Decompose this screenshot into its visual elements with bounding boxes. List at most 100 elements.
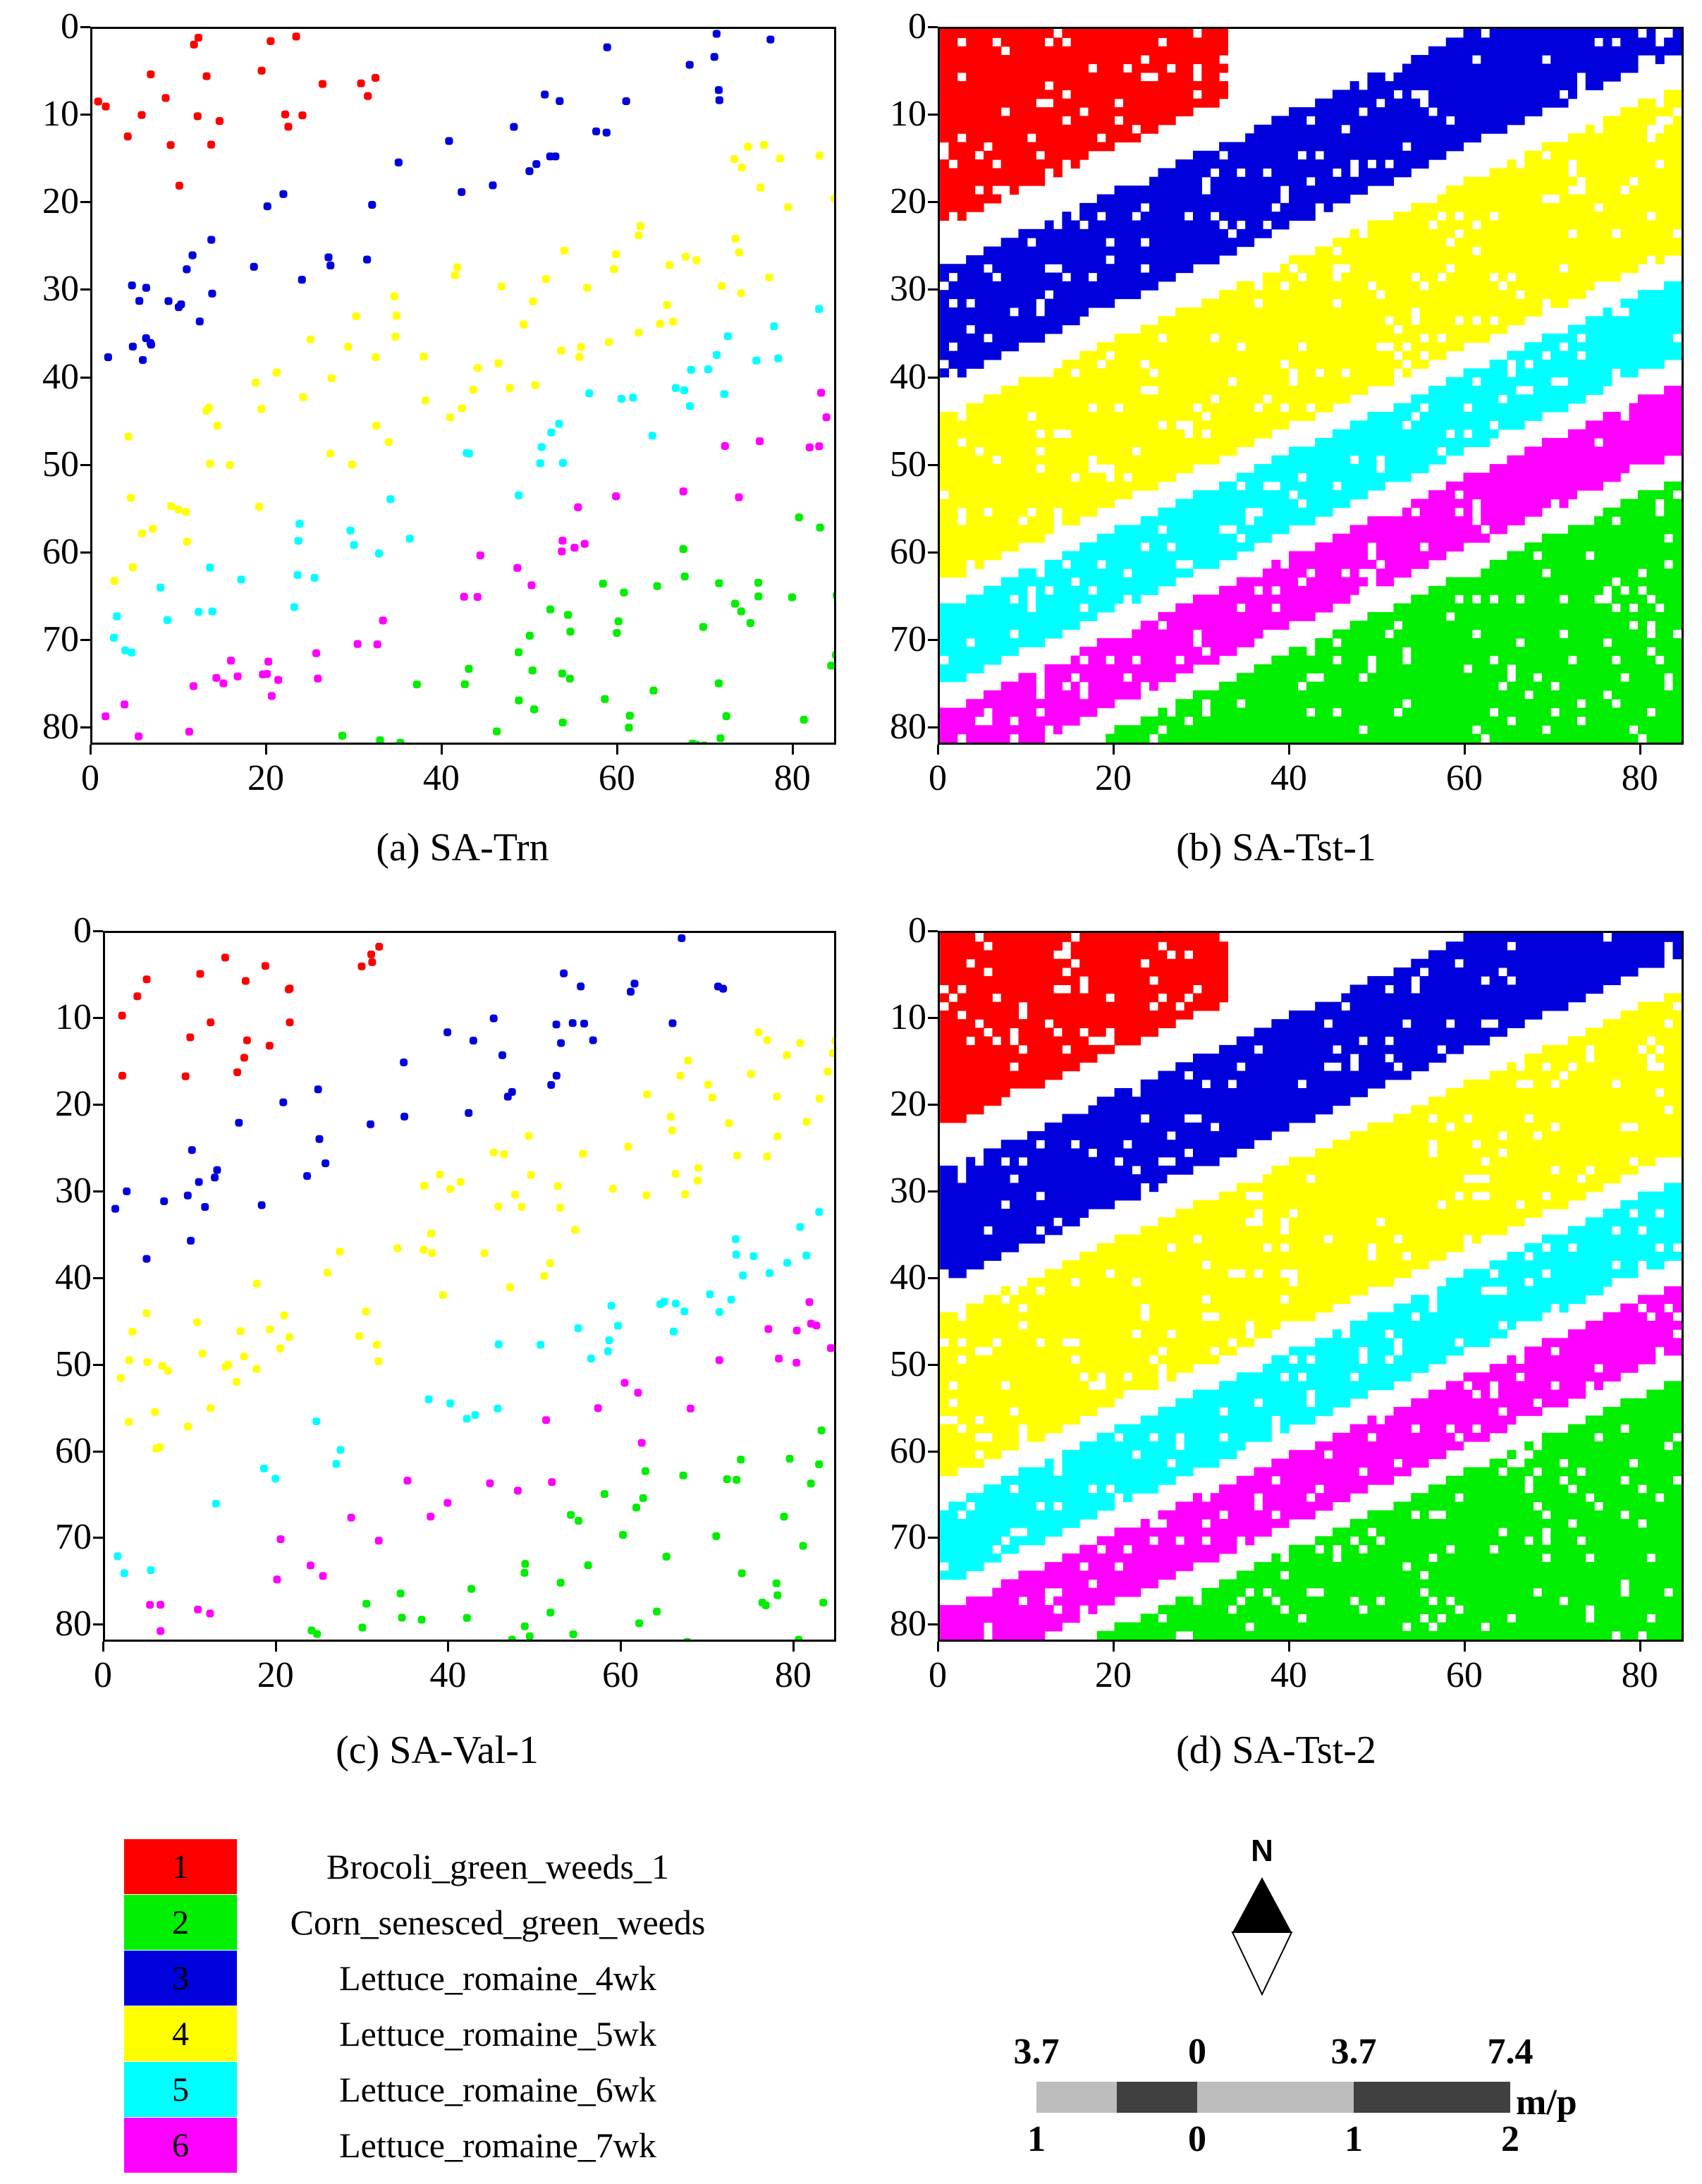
class-pixel-5 (1349, 446, 1359, 456)
class-pixel-4 (1315, 307, 1325, 317)
class-pixel-3 (1437, 98, 1447, 108)
class-pixel-5 (1192, 490, 1202, 500)
class-pixel-5 (1219, 490, 1228, 500)
class-pixel-4 (1044, 377, 1054, 386)
class-pixel-6 (1489, 481, 1499, 491)
class-pixel-3 (1489, 63, 1499, 73)
class-pixel-6 (1062, 664, 1072, 673)
class-pixel-3 (1036, 333, 1046, 343)
class-pixel-4 (1245, 360, 1255, 369)
class-pixel-2 (1646, 525, 1656, 535)
class-pixel-5 (1568, 368, 1577, 378)
class-pixel-4 (1149, 411, 1158, 421)
class-pixel-4 (1419, 324, 1429, 334)
class-pixel-6 (1489, 472, 1499, 482)
class-pixel-3 (1166, 212, 1176, 221)
class-pixel-3 (1655, 46, 1665, 56)
class-pixel-3 (1550, 46, 1560, 56)
class-pixel-1 (1149, 81, 1158, 90)
class-pixel-5 (1655, 307, 1665, 317)
class-pixel-3 (1515, 72, 1525, 82)
class-pixel-4 (1349, 272, 1359, 282)
class-pixel-3 (1289, 107, 1299, 116)
class-pixel-1 (966, 142, 976, 152)
class-pixel-6 (1306, 585, 1316, 595)
class-pixel-4 (1210, 342, 1220, 352)
class-pixel-3 (1359, 176, 1369, 186)
class-pixel-4 (1245, 438, 1255, 447)
class-pixel-3 (1201, 246, 1211, 256)
class-pixel-2 (1411, 647, 1421, 657)
class-pixel-5 (974, 655, 984, 665)
class-pixel-4 (1192, 350, 1202, 360)
class-pixel-3 (1515, 81, 1525, 90)
class-pixel-5 (1471, 420, 1481, 430)
class-pixel-3 (1070, 264, 1080, 274)
class-pixel-4 (1175, 368, 1185, 378)
class-pixel-4 (1524, 246, 1534, 256)
class-pixel-6 (1323, 585, 1333, 595)
class-pixel-5 (1149, 551, 1158, 561)
class-pixel-2 (1471, 603, 1481, 613)
class-pixel-3 (1306, 212, 1316, 221)
class-pixel-4 (1122, 377, 1132, 386)
class-pixel-4 (1620, 133, 1630, 143)
class-pixel-4 (1070, 360, 1080, 369)
class-pixel-1 (983, 107, 993, 116)
class-pixel-2 (1455, 637, 1464, 647)
class-pixel-4 (1044, 507, 1054, 517)
class-pixel-1 (1158, 98, 1168, 108)
class-pixel-3 (1524, 107, 1534, 116)
class-pixel-4 (1166, 342, 1176, 352)
class-pixel-4 (974, 403, 984, 413)
class-pixel-3 (1158, 194, 1168, 204)
class-pixel-5 (1471, 438, 1481, 447)
class-pixel-3 (1603, 72, 1612, 82)
class-pixel-4 (1550, 255, 1560, 264)
class-pixel-3 (1245, 238, 1255, 248)
class-pixel-5 (992, 621, 1002, 630)
class-pixel-3 (1018, 255, 1028, 264)
class-pixel-2 (1646, 551, 1656, 561)
class-pixel-4 (1245, 333, 1255, 343)
class-pixel-1 (1149, 54, 1158, 64)
sample-pixel-4 (469, 386, 477, 394)
class-pixel-6 (1297, 568, 1307, 578)
class-pixel-2 (1471, 690, 1481, 700)
class-pixel-2 (1594, 516, 1604, 526)
class-pixel-5 (1655, 290, 1665, 300)
class-pixel-4 (1620, 220, 1630, 230)
class-pixel-4 (1376, 298, 1385, 308)
class-pixel-5 (1568, 386, 1577, 395)
class-pixel-2 (1672, 603, 1682, 613)
class-pixel-6 (1376, 551, 1385, 561)
class-pixel-3 (992, 264, 1002, 274)
class-pixel-2 (1646, 690, 1656, 700)
class-pixel-3 (1341, 142, 1351, 152)
class-pixel-6 (1219, 585, 1228, 595)
class-pixel-2 (1376, 655, 1385, 665)
class-pixel-4 (1227, 324, 1237, 334)
sample-pixel-4 (583, 283, 592, 292)
class-pixel-1 (1192, 54, 1202, 64)
class-pixel-1 (957, 150, 967, 160)
sample-pixel-2 (833, 592, 834, 599)
class-pixel-3 (1481, 54, 1490, 64)
class-pixel-5 (1376, 472, 1385, 482)
class-pixel-4 (966, 420, 976, 430)
sample-pixel-3 (298, 276, 306, 284)
class-pixel-3 (1367, 124, 1377, 134)
sample-pixel-4 (128, 563, 137, 571)
class-pixel-3 (1419, 54, 1429, 64)
class-pixel-4 (1245, 386, 1255, 395)
class-pixel-4 (1550, 150, 1560, 160)
class-pixel-4 (1254, 377, 1263, 386)
class-pixel-3 (1594, 54, 1604, 64)
class-pixel-4 (1000, 525, 1010, 535)
class-pixel-3 (1062, 290, 1072, 300)
class-pixel-4 (1559, 176, 1569, 186)
class-pixel-1 (1053, 116, 1063, 126)
class-pixel-6 (1201, 611, 1211, 621)
class-pixel-6 (1550, 464, 1560, 473)
class-pixel-3 (1210, 220, 1220, 230)
